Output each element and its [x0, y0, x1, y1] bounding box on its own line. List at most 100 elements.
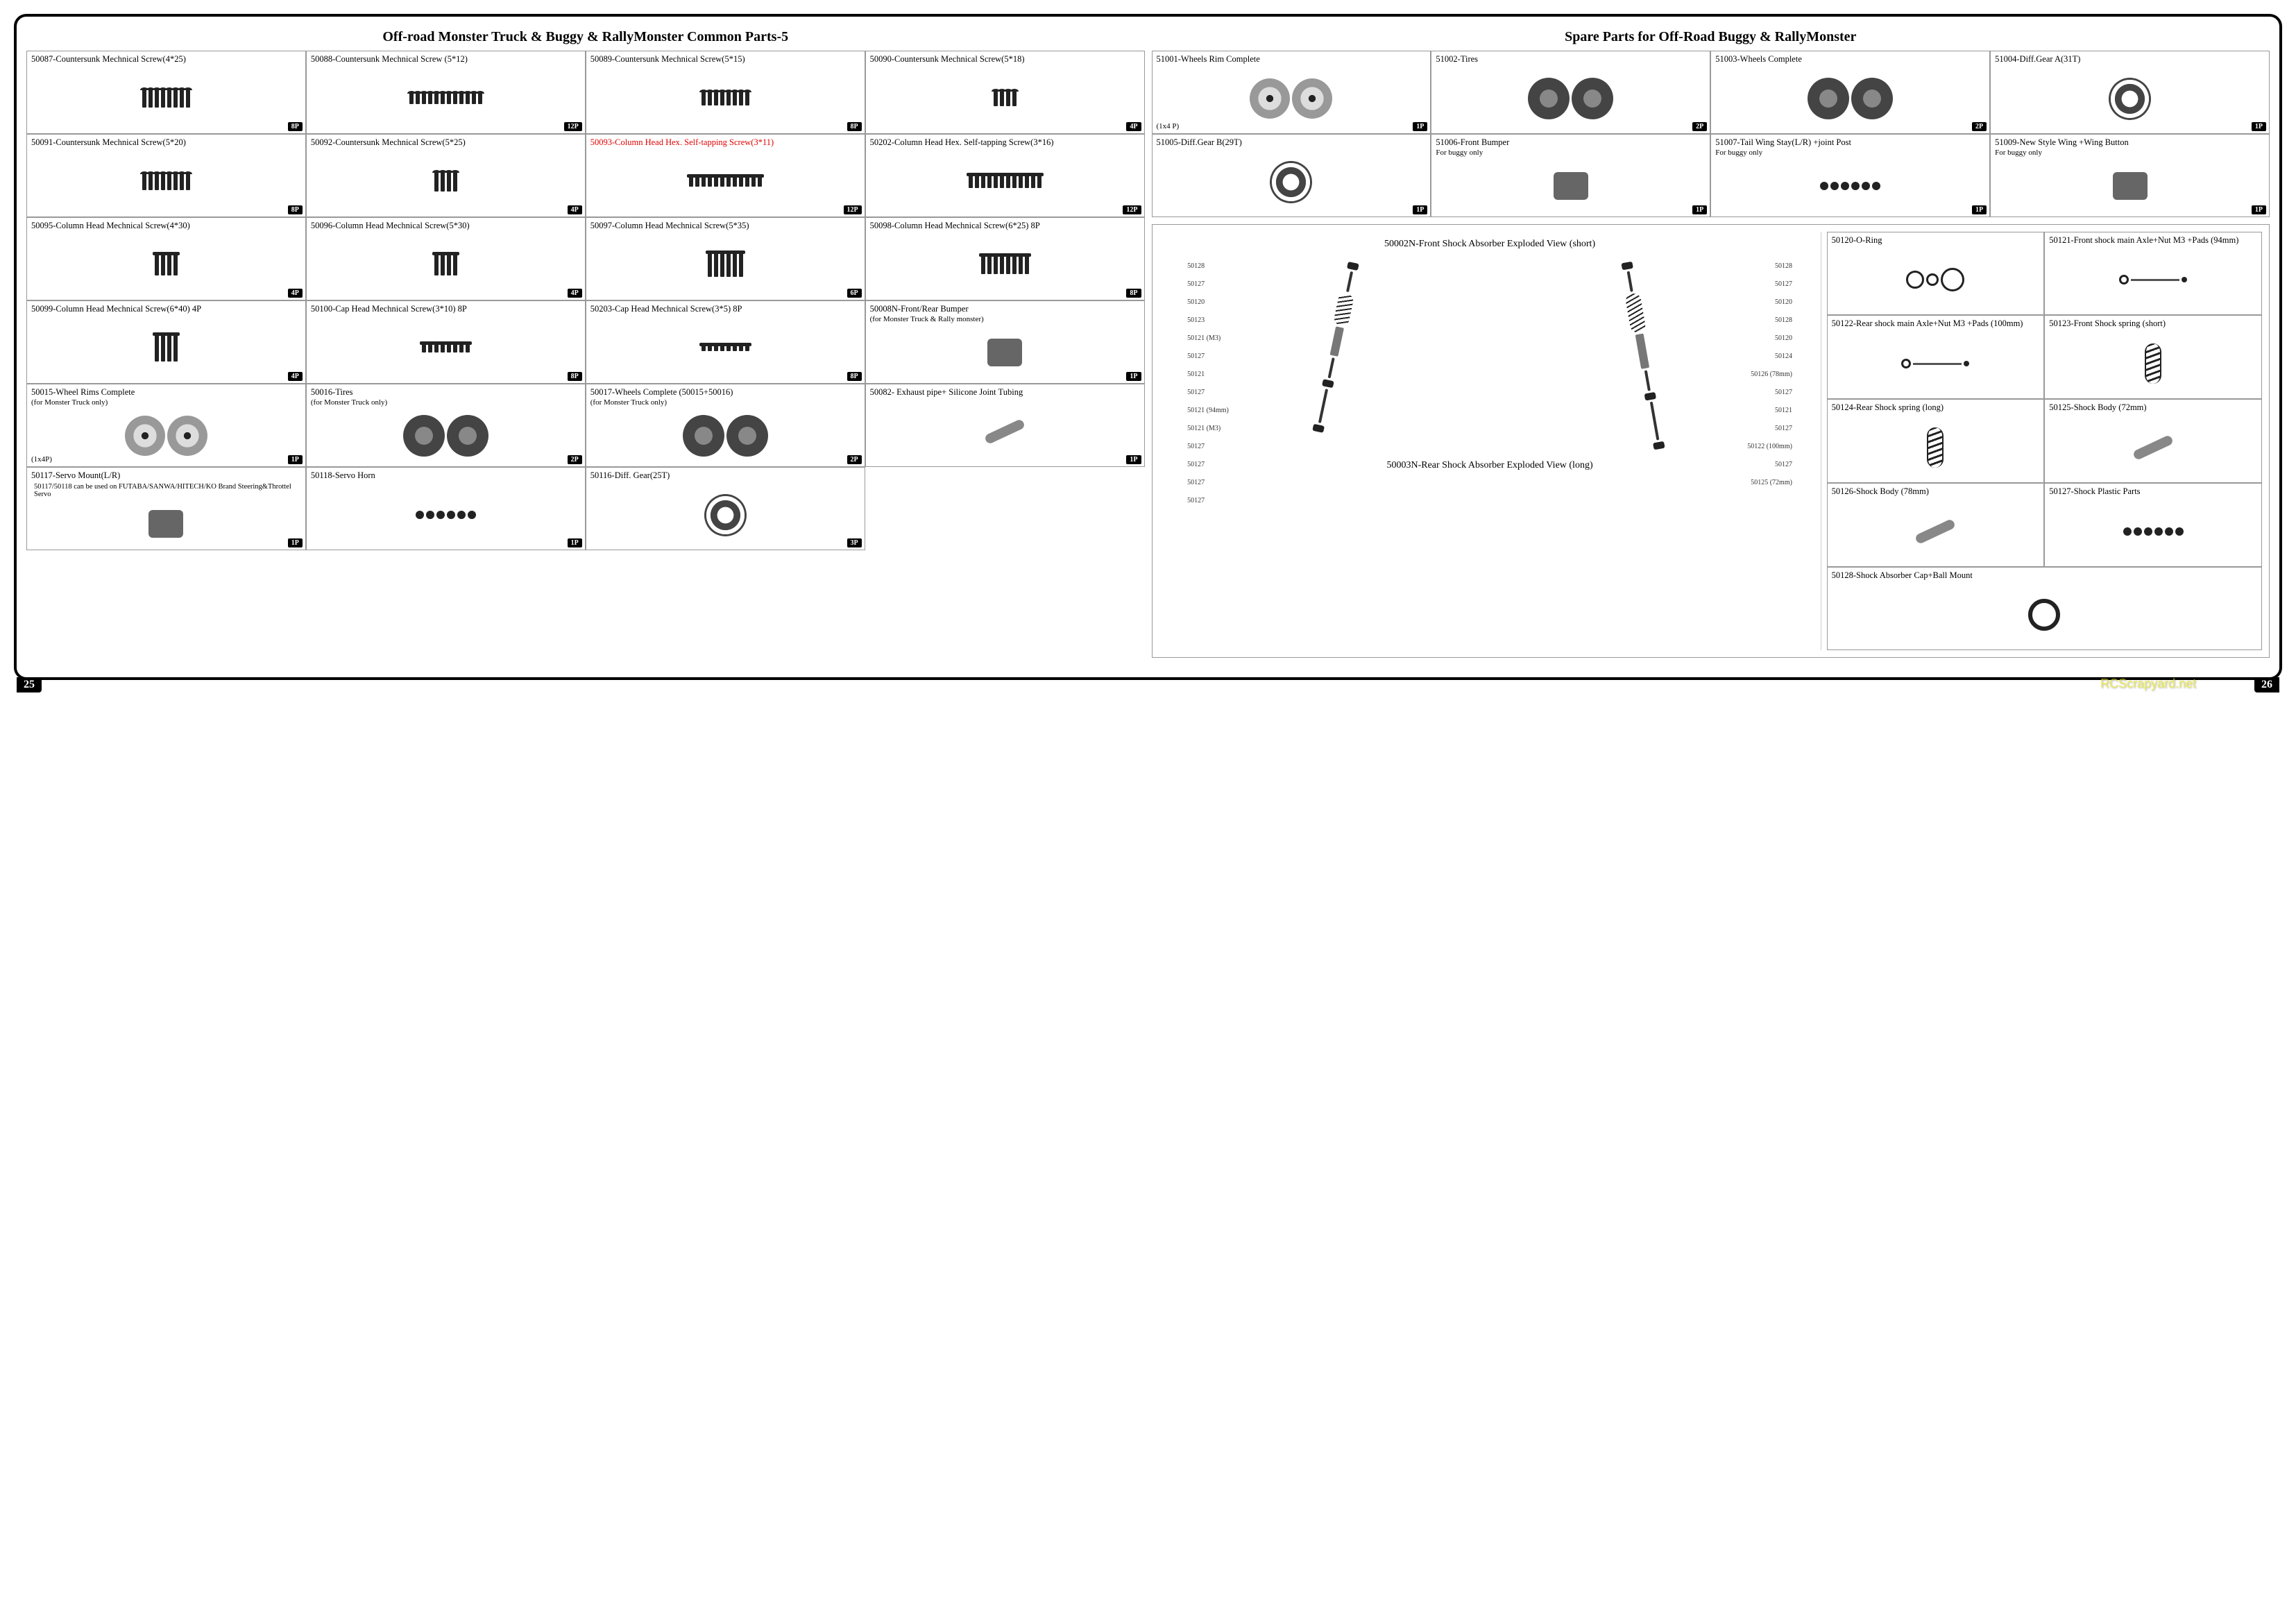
part-cell: 51001-Wheels Rim Complete(1x4 P)1P — [1152, 51, 1431, 134]
exploded-part-label: 50121 — [1775, 407, 1792, 414]
part-title: 51002-Tires — [1436, 54, 1706, 64]
part-subtitle: (for Monster Truck only) — [31, 398, 301, 407]
exploded-part-label: 50126 (78mm) — [1751, 371, 1792, 378]
part-cell: 50121-Front shock main Axle+Nut M3 +Pads… — [2044, 232, 2262, 315]
qty-badge: 4P — [288, 372, 303, 381]
part-cell: 51009-New Style Wing +Wing ButtonFor bug… — [1990, 134, 2270, 217]
part-title: 50124-Rear Shock spring (long) — [1832, 402, 2040, 412]
part-cell: 50124-Rear Shock spring (long) — [1827, 399, 2045, 483]
exploded-part-label: 50127 — [1775, 280, 1792, 288]
exploded-part-label: 50121 (M3) — [1187, 425, 1221, 432]
part-cell: 50202-Column Head Hex. Self-tapping Scre… — [865, 134, 1145, 217]
page-right: Spare Parts for Off-Road Buggy & RallyMo… — [1152, 29, 2270, 658]
part-cell: 50016-Tires(for Monster Truck only) 2P — [306, 384, 586, 467]
qty-badge: 12P — [844, 205, 862, 214]
exploded-part-label: 50124 — [1775, 352, 1792, 360]
part-title: 50122-Rear shock main Axle+Nut M3 +Pads … — [1832, 318, 2040, 328]
exploded-part-label: 50121 (94mm) — [1187, 407, 1229, 414]
part-cell: 50127-Shock Plastic Parts — [2044, 483, 2262, 566]
exploded-part-label: 50128 — [1775, 316, 1792, 324]
qty-badge: 8P — [847, 122, 862, 131]
exploded-part-label: 50125 (72mm) — [1751, 479, 1792, 486]
qty-badge: 2P — [568, 455, 582, 464]
part-title: 50128-Shock Absorber Cap+Ball Mount — [1832, 570, 2257, 580]
exploded-part-label: 50121 (M3) — [1187, 334, 1221, 342]
exploded-part-label: 50120 — [1775, 334, 1792, 342]
watermark: RCScrapyard.net — [2100, 677, 2196, 691]
part-cell: 51003-Wheels Complete 2P — [1710, 51, 1990, 134]
qty-badge: 2P — [1972, 122, 1987, 131]
part-cell: 50098-Column Head Mechnical Screw(6*25) … — [865, 217, 1145, 300]
part-title: 50091-Countersunk Mechnical Screw(5*20) — [31, 137, 301, 147]
part-cell: 50118-Servo Horn1P — [306, 467, 586, 550]
part-title: 50099-Column Head Mechnical Screw(6*40) … — [31, 304, 301, 314]
exploded-part-label: 50127 — [1187, 497, 1205, 504]
qty-badge: 1P — [1972, 205, 1987, 214]
exploded-part-label: 50127 — [1187, 280, 1205, 288]
part-cell: 50125-Shock Body (72mm) — [2044, 399, 2262, 483]
page-title-left: Off-road Monster Truck & Buggy & RallyMo… — [26, 29, 1145, 45]
part-cell: 50092-Countersunk Mechnical Screw(5*25) 4… — [306, 134, 586, 217]
qty-badge: 8P — [1126, 289, 1141, 298]
exploded-part-label: 50128 — [1775, 262, 1792, 270]
part-cell: 50116-Diff. Gear(25T)3P — [586, 467, 865, 550]
exploded-part-label: 50123 — [1187, 316, 1205, 324]
part-note: 50117/50118 can be used on FUTABA/SANWA/… — [31, 482, 301, 500]
manual-spread: Off-road Monster Truck & Buggy & RallyMo… — [14, 14, 2282, 680]
qty-badge: 1P — [1126, 372, 1141, 381]
part-subtitle: For buggy only — [1436, 148, 1706, 157]
qty-badge: 1P — [1413, 122, 1427, 131]
part-cell: 51002-Tires 2P — [1431, 51, 1710, 134]
exploded-part-label: 50127 — [1775, 461, 1792, 468]
part-title: 50121-Front shock main Axle+Nut M3 +Pads… — [2049, 235, 2257, 245]
part-title: 50016-Tires — [311, 387, 581, 397]
exploded-part-label: 50127 — [1187, 479, 1205, 486]
exploded-part-label: 50128 — [1187, 262, 1205, 270]
part-subtitle: (for Monster Truck only) — [311, 398, 581, 407]
qty-badge: 1P — [1413, 205, 1427, 214]
right-parts-grid: 51001-Wheels Rim Complete(1x4 P)1P51002-… — [1152, 51, 2270, 217]
part-title: 50092-Countersunk Mechnical Screw(5*25) — [311, 137, 581, 147]
part-cell: 50017-Wheels Complete (50015+50016)(for … — [586, 384, 865, 467]
page-left: Off-road Monster Truck & Buggy & RallyMo… — [26, 29, 1145, 658]
part-title: 51003-Wheels Complete — [1715, 54, 1985, 64]
part-cell: 50123-Front Shock spring (short) — [2044, 315, 2262, 399]
qty-badge: 4P — [568, 289, 582, 298]
qty-badge: 2P — [1692, 122, 1707, 131]
part-title: 50096-Column Head Mechnical Screw(5*30) — [311, 221, 581, 230]
part-cell: 50120-O-Ring — [1827, 232, 2045, 315]
part-cell: 50089-Countersunk Mechnical Screw(5*15)8… — [586, 51, 865, 134]
part-title: 50017-Wheels Complete (50015+50016) — [590, 387, 860, 397]
part-title: 50123-Front Shock spring (short) — [2049, 318, 2257, 328]
part-title: 51006-Front Bumper — [1436, 137, 1706, 147]
part-cell: 50097-Column Head Mechnical Screw(5*35)6… — [586, 217, 865, 300]
qty-badge: 2P — [847, 455, 862, 464]
exploded-view-panel: 50002N-Front Shock Absorber Exploded Vie… — [1152, 224, 2270, 658]
part-cell: 50008N-Front/Rear Bumper(for Monster Tru… — [865, 300, 1145, 384]
exploded-part-label: 50127 — [1775, 425, 1792, 432]
page-title-right: Spare Parts for Off-Road Buggy & RallyMo… — [1152, 29, 2270, 45]
qty-badge: 4P — [1126, 122, 1141, 131]
part-cell: 50203-Cap Head Mechnical Screw(3*5) 8P8P — [586, 300, 865, 384]
qty-badge: 8P — [568, 372, 582, 381]
qty-badge: 1P — [1126, 455, 1141, 464]
part-subtitle: (for Monster Truck & Rally monster) — [870, 315, 1140, 323]
page-number-left: 25 — [17, 677, 42, 692]
part-cell: 50082- Exhaust pipe+ Silicone Joint Tubi… — [865, 384, 1145, 467]
part-title: 50120-O-Ring — [1832, 235, 2040, 245]
part-subtitle: For buggy only — [1715, 148, 1985, 157]
part-title: 51007-Tail Wing Stay(L/R) +joint Post — [1715, 137, 1985, 147]
part-title: 50117-Servo Mount(L/R) — [31, 470, 301, 480]
part-title: 50203-Cap Head Mechnical Screw(3*5) 8P — [590, 304, 860, 314]
part-title: 50008N-Front/Rear Bumper — [870, 304, 1140, 314]
part-title: 50087-Countersunk Mechnical Screw(4*25) — [31, 54, 301, 64]
part-cell: 50015-Wheel Rims Complete(for Monster Tr… — [26, 384, 306, 467]
qty-badge: 4P — [568, 205, 582, 214]
part-title: 51009-New Style Wing +Wing Button — [1995, 137, 2265, 147]
qty-badge: 8P — [288, 122, 303, 131]
part-title: 50098-Column Head Mechnical Screw(6*25) … — [870, 221, 1140, 230]
qty-badge: 4P — [288, 289, 303, 298]
qty-badge: 1P — [288, 538, 303, 547]
qty-badge: 1P — [2252, 122, 2266, 131]
part-title: 50127-Shock Plastic Parts — [2049, 486, 2257, 496]
